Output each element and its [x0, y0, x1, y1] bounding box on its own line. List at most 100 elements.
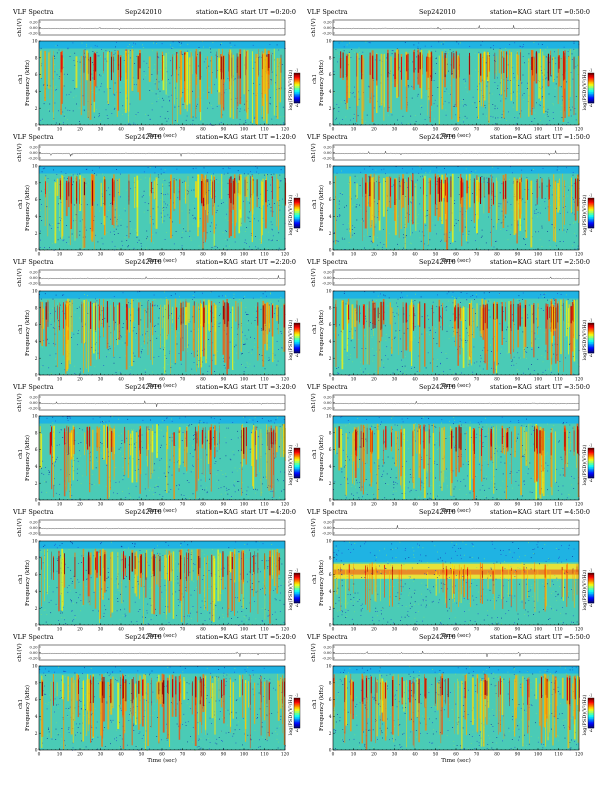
x-tick-label: 70 [474, 503, 480, 508]
waveform-frame [38, 519, 286, 536]
x-tick-label: 100 [240, 253, 248, 258]
x-tick-label: 110 [554, 753, 562, 758]
waveform-trace [38, 400, 285, 407]
spectrogram-image [333, 416, 580, 501]
spectrogram-figure: 0.20 0.00-0.20 ch1(V) 0 2 4 6 8 10 Frequency (kHz… [310, 643, 595, 764]
colorbar-tick-label: -4 [589, 354, 592, 358]
y-tick-label: 10 [326, 290, 332, 295]
colorbar-label: log(PSD)(V²/Hz) [287, 195, 294, 236]
x-tick-label: 80 [494, 128, 500, 133]
y-tick-label: 4 [329, 715, 332, 720]
y-tick-label: 10 [32, 165, 38, 170]
x-tick-label: 30 [98, 503, 104, 508]
x-tick-label: 120 [575, 378, 583, 383]
x-tick-label: 70 [474, 378, 480, 383]
x-tick-label: 40 [412, 753, 418, 758]
waveform-tick-label: 0.00 [323, 526, 332, 530]
start-time-label: start UT =0:50:0 [535, 8, 590, 16]
waveform-trace [332, 25, 579, 31]
x-tick-label: 80 [200, 503, 206, 508]
station-label: station=KAG [196, 633, 238, 641]
colorbar-tick-label: -1 [295, 444, 298, 448]
colorbar-tick-label: -4 [295, 354, 298, 358]
x-tick-label: 10 [57, 628, 63, 633]
y-tick-label: 0 [329, 624, 332, 629]
x-tick-label: 90 [515, 128, 521, 133]
waveform-tick-label: 0.00 [29, 26, 38, 30]
spectrogram-figure: 0.20 0.00-0.20 ch1(V) 0 2 4 6 8 10 Frequency (kHz… [16, 143, 301, 264]
colorbar [293, 572, 301, 604]
x-tick-label: 10 [57, 128, 63, 133]
spectrogram-figure: 0.20 0.00-0.20 ch1(V) 0 2 4 6 8 10 Frequency (kHz… [16, 393, 301, 514]
x-tick-label: 50 [433, 628, 439, 633]
panel-title: VLF Spectra Sep242010 station=KAG start UT … [13, 258, 305, 267]
panel-title: VLF Spectra Sep242010 station=KAG start UT … [307, 508, 599, 517]
x-tick-label: 50 [139, 628, 145, 633]
x-tick-label: 100 [240, 628, 248, 633]
x-tick-label: 0 [38, 128, 41, 133]
y-tick-label: 2 [35, 357, 38, 362]
colorbar-label: log(PSD)(V²/Hz) [581, 445, 588, 486]
waveform-frame [332, 644, 580, 661]
date-label: Sep242010 [419, 133, 456, 141]
panel-title: VLF Spectra Sep242010 station=KAG start UT … [307, 383, 599, 392]
chart-title: VLF Spectra [13, 508, 54, 516]
waveform-tick-label: -0.20 [28, 156, 38, 160]
date-label: Sep242010 [125, 383, 162, 391]
y-tick-label: 8 [329, 56, 332, 61]
x-tick-label: 60 [159, 753, 165, 758]
colorbar [587, 197, 595, 229]
panel-title: VLF Spectra Sep242010 station=KAG start UT … [13, 133, 305, 142]
start-time-label: start UT =3:50:0 [535, 383, 590, 391]
colorbar-tick-label: -1 [295, 694, 298, 698]
x-tick-label: 0 [38, 628, 41, 633]
waveform-ylabel: ch1(V) [16, 18, 23, 36]
waveform-ylabel: ch1(V) [310, 518, 317, 536]
colorbar-tick-label: -1 [589, 444, 592, 448]
x-tick-label: 70 [180, 503, 186, 508]
start-time-label: start UT =4:20:0 [241, 508, 296, 516]
waveform-tick-label: 0.00 [323, 151, 332, 155]
start-time-label: start UT =5:20:0 [241, 633, 296, 641]
x-tick-label: 90 [221, 128, 227, 133]
start-time-label: start UT =5:50:0 [535, 633, 590, 641]
y-tick-label: 6 [329, 323, 332, 328]
x-tick-label: 40 [412, 378, 418, 383]
x-tick-label: 110 [554, 628, 562, 633]
x-tick-label: 60 [159, 253, 165, 258]
y-tick-label: 8 [329, 306, 332, 311]
spectra-panel: VLF Spectra Sep242010 station=KAG start UT … [13, 258, 305, 391]
colorbar [587, 447, 595, 479]
y-tick-label: 6 [35, 198, 38, 203]
x-axis-label: Time (sec) [441, 257, 471, 264]
chart-title: VLF Spectra [13, 383, 54, 391]
date-label: Sep242010 [419, 383, 456, 391]
y-tick-label: 10 [326, 165, 332, 170]
colorbar-tick-label: -1 [295, 319, 298, 323]
panel-title: VLF Spectra Sep242010 station=KAG start UT … [307, 633, 599, 642]
spectra-panel: VLF Spectra Sep242010 station=KAG start UT … [307, 508, 599, 641]
spectra-panel: VLF Spectra Sep242010 station=KAG start UT … [307, 383, 599, 516]
x-tick-label: 60 [159, 378, 165, 383]
x-tick-label: 80 [200, 753, 206, 758]
colorbar-tick-label: -4 [589, 229, 592, 233]
x-tick-label: 10 [57, 253, 63, 258]
y-axis-label: Frequency (kHz) [24, 560, 31, 606]
colorbar-tick-label: -4 [295, 729, 298, 733]
spectra-panel: VLF Spectra Sep242010 station=KAG start UT … [13, 633, 305, 766]
colorbar [587, 322, 595, 354]
spectrogram-image [333, 291, 580, 376]
colorbar [293, 697, 301, 729]
panel-title: VLF Spectra Sep242010 station=KAG start UT … [13, 8, 305, 17]
colorbar-tick-label: -1 [295, 569, 298, 573]
colorbar-label: log(PSD)(V²/Hz) [287, 695, 294, 736]
spectrogram-image [39, 416, 286, 501]
chart-title: VLF Spectra [13, 133, 54, 141]
chart-title: VLF Spectra [307, 383, 348, 391]
waveform-tick-label: 0.00 [323, 26, 332, 30]
x-tick-label: 80 [494, 753, 500, 758]
y-tick-label: 8 [329, 181, 332, 186]
waveform-trace [332, 276, 579, 280]
x-tick-label: 80 [494, 378, 500, 383]
start-time-label: start UT =2:20:0 [241, 258, 296, 266]
